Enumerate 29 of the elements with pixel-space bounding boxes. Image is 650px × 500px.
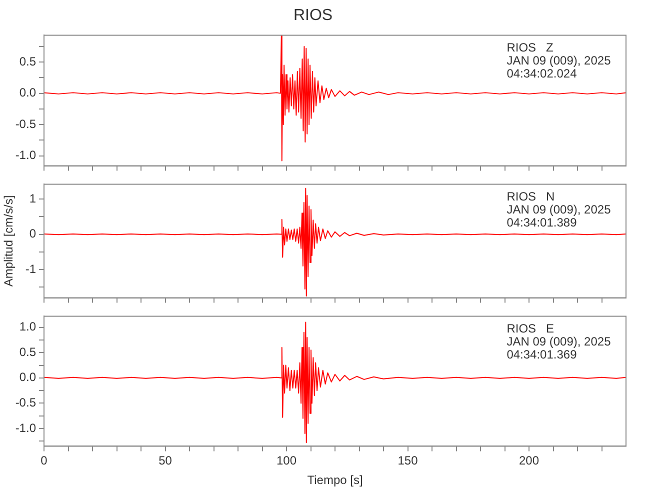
y-tick-label: 0.5 — [19, 54, 36, 68]
y-tick-label: -1.0 — [15, 148, 36, 162]
annotation: JAN 09 (009), 2025 — [506, 54, 612, 68]
annotation: JAN 09 (009), 2025 — [506, 334, 612, 349]
x-tick-label: 50 — [158, 454, 172, 468]
annotation: 04:34:02.024 — [506, 66, 578, 81]
annotation: RIOS N — [506, 190, 555, 204]
y-tick-label: 0.0 — [19, 370, 36, 384]
y-tick-label: -1 — [25, 262, 36, 276]
chart-title: RIOS — [293, 7, 333, 24]
x-tick-label: 150 — [398, 454, 418, 468]
annotation: 04:34:01.369 — [506, 348, 578, 362]
annotation: JAN 09 (009), 2025 — [506, 202, 612, 217]
y-tick-label: 0 — [29, 226, 36, 241]
y-tick-label: -0.5 — [15, 116, 36, 131]
x-tick-label: 200 — [518, 454, 540, 468]
annotation: RIOS E — [506, 322, 554, 336]
y-tick-label: 0.0 — [19, 86, 36, 100]
y-tick-label: 1.0 — [19, 320, 36, 334]
y-tick-label: 0.5 — [19, 344, 36, 359]
x-axis-title: Tiempo [s] — [307, 473, 363, 488]
annotation: RIOS Z — [506, 40, 554, 55]
x-tick-label: 100 — [276, 454, 297, 468]
y-tick-label: -0.5 — [15, 396, 36, 410]
x-tick-label: 0 — [40, 454, 48, 468]
y-tick-label: -1.0 — [15, 420, 36, 435]
y-tick-label: 1 — [29, 191, 36, 206]
y-axis-title: Amplitud [cm/s/s] — [2, 195, 16, 287]
annotation: 04:34:01.389 — [506, 216, 578, 230]
